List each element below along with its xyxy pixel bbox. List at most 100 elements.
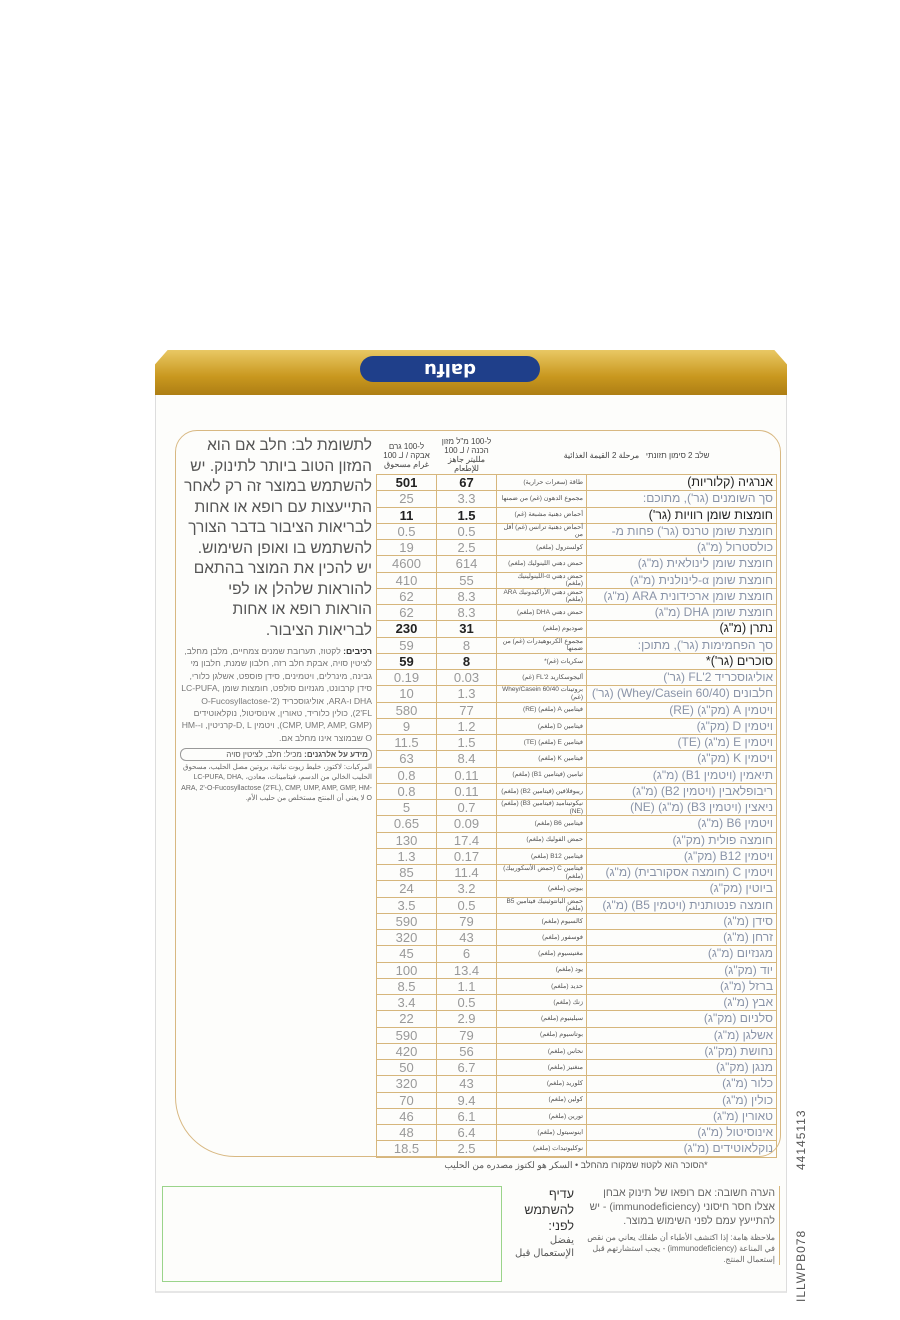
nutrient-name-ar: أحماض دهنية ترانس (غم) أقل من [495, 522, 588, 541]
product-code: ILLWPB078 [794, 1229, 808, 1302]
value-per-100g: 63 [376, 750, 437, 768]
nutrient-name-ar: أليجوسكاريد 2'FL (غم) [495, 668, 588, 687]
nutrient-row: מנגן (מק"ג) منغنيز (ملغم) 6.7 50 [376, 1058, 778, 1077]
nutrient-name-he: ויטמין A (מק"ג) (RE) [586, 701, 778, 719]
nutrient-row: אנרגיה (קלוריות) طاقة (سعرات حرارية) 67 501 [376, 473, 778, 492]
nutrient-row: חומצת שומן DHA (מ"ג) حمض دهني DHA (ملغم) 8… [376, 603, 778, 622]
nutrient-name-he: סוכרים (גר')* [586, 652, 778, 671]
nutrient-row: נחושת (מק"ג) نحاس (ملغم) 56 420 [376, 1042, 778, 1061]
value-per-100ml: 8.3 [436, 603, 497, 622]
value-per-100ml: 0.5 [436, 993, 497, 1012]
value-per-100g: 320 [376, 1075, 437, 1093]
nutrient-row: כולסטרול (מ"ג) كولسترول (ملغم) 2.5 19 [376, 538, 778, 557]
nutrient-name-he: נוקלאוטידים (מ"ג) [586, 1140, 778, 1158]
nutrient-row: ריבופלאבין (ויטמין B2) (מ"ג) ريبوفلافين (… [376, 782, 778, 801]
nutrient-name-he: חומצת שומן ארכידונית ARA (מ"ג) [586, 587, 778, 606]
sugar-footnote: *הסוכר הוא לקטוז שמקורו מהחלב • السكر هو… [444, 1159, 708, 1170]
value-per-100ml: 67 [436, 473, 497, 492]
nutrient-name-ar: فيتامين B12 (ملغم) [495, 847, 588, 866]
nutrient-name-ar: طاقة (سعرات حرارية) [495, 473, 588, 492]
nutrient-name-he: סלניום (מק"ג) [586, 1010, 778, 1028]
value-per-100g: 25 [376, 490, 437, 508]
value-per-100ml: 0.7 [436, 798, 497, 817]
nutrient-name-ar: فيتامين K (ملغم) [495, 750, 588, 768]
nutrient-name-he: כולסטרול (מ"ג) [586, 538, 778, 557]
allergen-info: מידע על אלרגנים: מכיל: חלב, לציטין סויה [180, 748, 372, 762]
value-per-100g: 5 [376, 798, 437, 817]
value-per-100g: 4600 [376, 555, 437, 573]
nutrient-row: כלור (מ"ג) كلوريد (ملغم) 43 320 [376, 1075, 778, 1093]
value-per-100ml: 8.3 [436, 587, 497, 606]
nutrient-name-ar: فيتامين B6 (ملغم) [495, 815, 588, 833]
nutrient-name-he: נתרן (מ"ג) [586, 620, 778, 638]
nutrient-row: כולין (מ"ג) كولين (ملغم) 9.4 70 [376, 1091, 778, 1109]
value-per-100g: 0.8 [376, 766, 437, 784]
value-per-100ml: 11.4 [436, 863, 497, 882]
nutrient-name-ar: منغنيز (ملغم) [495, 1058, 588, 1077]
nutrient-row: תיאמין (ויטמין B1) (מ"ג) ثيامين (فيتامين … [376, 766, 778, 784]
best-before-label: עדיף להשתמש לפני: يفضل الإستعمال قبل [508, 1186, 574, 1260]
nutrient-name-he: ויטמין E (מ"ג) (TE) [586, 733, 778, 752]
expiry-date-box [162, 1186, 502, 1282]
best-before-ar: يفضل الإستعمال قبل [515, 1235, 574, 1259]
nutrient-name-ar: صوديوم (ملغم) [495, 620, 588, 638]
nutrient-row: ויטמין C (חומצה אסקורבית) (מ"ג) فيتامين C… [376, 863, 778, 882]
allergen-text: מכיל: חלב, לציטין סויה [226, 750, 302, 760]
nutrient-row: טאורין (מ"ג) تورين (ملغم) 6.1 46 [376, 1107, 778, 1126]
stage-title-ar: مرحلة 2 القيمة الغذائية [563, 450, 640, 460]
value-per-100ml: 13.4 [436, 961, 497, 979]
value-per-100g: 18.5 [376, 1140, 437, 1158]
value-per-100g: 50 [376, 1058, 437, 1077]
nutrient-name-he: ניאצין (ויטמין B3) (מ"ג) (NE) [586, 798, 778, 817]
nutrient-row: סלניום (מק"ג) سيلينيوم (ملغم) 2.9 22 [376, 1010, 778, 1028]
nutrient-row: סך הפחמימות (גר'), מתוכן: مجموع الكربوهيد… [376, 636, 778, 654]
nutrition-section: שלב 2 סימון תזונתי مرحلة 2 القيمة الغذائ… [376, 436, 778, 1171]
nutrient-name-he: ביוטין (מק"ג) [586, 880, 778, 898]
value-per-100g: 501 [376, 473, 437, 492]
barcode-number: 44145113 [794, 1109, 808, 1171]
value-per-100g: 10 [376, 685, 437, 703]
nutrient-row: חומצה פנטותנית (ויטמין B5) (מ"ג) حمض البا… [376, 896, 778, 914]
nutrient-row: זרחן (מ"ג) فوسفور (ملغم) 43 320 [376, 928, 778, 947]
value-per-100ml: 0.09 [436, 815, 497, 833]
nutrient-name-he: סידן (מ"ג) [586, 912, 778, 931]
nutrient-name-he: חומצות שומן רוויות (גר') [586, 506, 778, 524]
value-per-100g: 9 [376, 717, 437, 736]
nutrient-name-ar: حمض البانتوثينيك فيتامين B5 (ملغم) [495, 896, 588, 914]
nutrient-name-he: חומצת שומן לינולאית (מ"ג) [586, 555, 778, 573]
nutrient-name-ar: يود (ملغم) [495, 961, 588, 979]
nutrient-name-ar: بوتاسيوم (ملغم) [495, 1026, 588, 1044]
nutrient-name-ar: مجموع الكربوهيدرات (غم) من ضمنها [495, 636, 588, 654]
value-per-100g: 59 [376, 636, 437, 654]
nutrient-name-ar: زنك (ملغم) [495, 993, 588, 1012]
nutrient-row: אבץ (מ"ג) زنك (ملغم) 0.5 3.4 [376, 993, 778, 1012]
value-per-100ml: 17.4 [436, 831, 497, 849]
table-header: שלב 2 סימון תזונתי مرحلة 2 القيمة الغذائ… [376, 436, 777, 475]
nutrient-name-he: ויטמין D (מק"ג) [586, 717, 778, 736]
value-per-100ml: 614 [436, 555, 497, 573]
value-per-100ml: 1.5 [436, 506, 497, 524]
nutrient-name-he: אבץ (מ"ג) [586, 993, 778, 1012]
value-per-100ml: 1.5 [436, 733, 497, 752]
nutrient-name-he: חומצת שומן α-לינולנית (מ"ג) [586, 571, 778, 589]
nutrient-name-ar: حمض دهني DHA (ملغم) [495, 603, 588, 622]
important-note-ar: ملاحظة هامة: إذا اكتشف الأطباء أن طفلك ي… [587, 1233, 775, 1264]
value-per-100g: 1.3 [376, 847, 437, 866]
nutrient-row: ניאצין (ויטמין B3) (מ"ג) (NE) نيكوتيناميد… [376, 798, 778, 817]
ingredients: רכיבים: לקטוז, תערובת שמנים צמחיים, מלבן… [180, 645, 372, 744]
nutrient-name-he: כולין (מ"ג) [586, 1091, 778, 1109]
nutrient-name-he: סך הפחמימות (גר'), מתוכן: [586, 636, 778, 654]
value-per-100ml: 0.17 [436, 847, 497, 866]
nutrient-row: אשלגן (מ"ג) بوتاسيوم (ملغم) 79 590 [376, 1026, 778, 1044]
nutrient-row: ויטמין E (מ"ג) (TE) فيتامين E (ملغم) (TE)… [376, 733, 778, 752]
value-per-100ml: 43 [436, 1075, 497, 1093]
nutrient-row: מגנזיום (מ"ג) مغنيسيوم (ملغم) 6 45 [376, 945, 778, 963]
nutrient-name-he: ברזל (מ"ג) [586, 977, 778, 996]
nutrient-row: חומצת שומן לינולאית (מ"ג) حمض دهني اللينو… [376, 555, 778, 573]
nutrient-name-ar: بروتينات Whey/Casein 60/40 (غم) [495, 685, 588, 703]
nutrient-name-ar: فيتامين D (ملغم) [495, 717, 588, 736]
value-per-100g: 85 [376, 863, 437, 882]
value-per-100ml: 6 [436, 945, 497, 963]
value-per-100g: 410 [376, 571, 437, 589]
nutrient-row: ויטמין A (מק"ג) (RE) فيتامين A (ملغم) (RE… [376, 701, 778, 719]
